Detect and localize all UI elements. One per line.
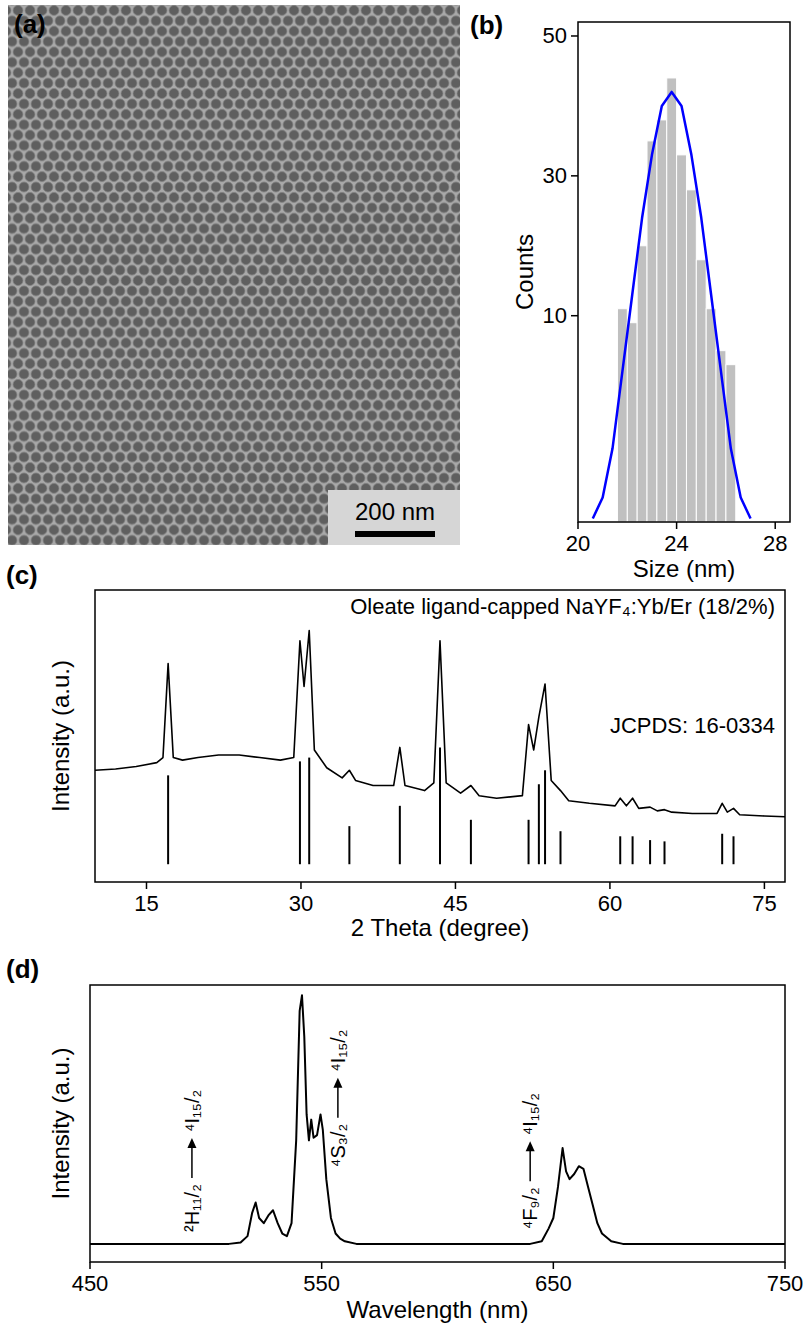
- x-tick-label: 60: [598, 891, 622, 916]
- x-tick-label: 30: [289, 891, 313, 916]
- transition-from: ⁴S₃/₂: [327, 1124, 349, 1167]
- x-axis-title: Wavelength (nm): [347, 1296, 529, 1323]
- transition-arrow: [529, 1149, 531, 1181]
- x-tick: [300, 882, 302, 889]
- panel-label: (c): [6, 560, 38, 590]
- histogram-bar: [706, 309, 716, 522]
- y-axis-title: Intensity (a.u.): [47, 660, 74, 812]
- reference-stick: [308, 758, 310, 865]
- transition-arrow: [191, 1146, 193, 1178]
- x-tick: [89, 1262, 91, 1269]
- y-tick-label: 10: [543, 303, 567, 328]
- scale-bar-label: 200 nm: [355, 498, 435, 525]
- histogram-bar: [667, 78, 677, 522]
- reference-stick: [299, 761, 301, 864]
- x-tick-label: 45: [443, 891, 467, 916]
- x-tick: [577, 522, 579, 529]
- reference-stick: [649, 840, 651, 864]
- transition-label: ⁴S₃/₂ ⁴I₁₅/₂: [327, 1029, 349, 1167]
- series-label: Oleate ligand-capped NaYF₄:Yb/Er (18/2%): [350, 594, 775, 619]
- reference-stick: [348, 826, 350, 864]
- reference-stick: [664, 841, 666, 864]
- x-axis-title: 2 Theta (degree): [351, 914, 529, 941]
- panel-label: (d): [6, 954, 39, 984]
- scale-bar-patch: [328, 490, 460, 545]
- reference-stick: [167, 775, 169, 864]
- figure: 200 nm (a) 20 24 28 10 30 50 Size (nm) Counts (b) 1…: [0, 0, 810, 1333]
- y-axis-title: Intensity (a.u.): [47, 1047, 74, 1199]
- transition-to: ⁴I₁₅/₂: [519, 1093, 541, 1135]
- y-tick-label: 30: [543, 163, 567, 188]
- histogram-bar: [657, 120, 667, 522]
- scale-bar: [355, 531, 435, 537]
- x-tick: [784, 1262, 786, 1269]
- panel-label: (b): [470, 10, 503, 40]
- x-tick-label: 20: [566, 531, 590, 556]
- reference-stick: [470, 820, 472, 864]
- x-tick-label: 28: [763, 531, 787, 556]
- series-line: [593, 92, 751, 519]
- transition-arrow-head: [526, 1141, 535, 1151]
- transition-label: ²H₁₁/₂ ⁴I₁₅/₂: [181, 1090, 203, 1232]
- spectrum-line: [90, 995, 785, 1244]
- transition-to: ⁴I₁₅/₂: [181, 1090, 203, 1132]
- x-tick-label: 450: [72, 1271, 109, 1296]
- x-tick: [321, 1262, 323, 1269]
- x-tick: [146, 882, 148, 889]
- histogram-bar: [637, 246, 647, 522]
- panel-label: (a): [14, 9, 46, 39]
- reference-stick: [619, 836, 621, 864]
- x-tick-label: 750: [767, 1271, 804, 1296]
- plot-frame: [578, 22, 790, 522]
- y-tick: [571, 175, 578, 177]
- histogram-bar: [627, 323, 637, 522]
- reference-stick: [559, 831, 561, 864]
- plot-area: [95, 631, 785, 865]
- transition-label: ⁴F₉/₂ ⁴I₁₅/₂: [519, 1093, 541, 1229]
- x-tick-label: 650: [535, 1271, 572, 1296]
- series-label: JCPDS: 16-0334: [610, 713, 775, 738]
- reference-stick: [528, 820, 530, 864]
- histogram-bar: [696, 260, 706, 522]
- plot-area: [90, 995, 785, 1244]
- y-tick: [571, 315, 578, 317]
- reference-stick: [439, 747, 441, 864]
- reference-stick: [721, 834, 723, 864]
- plot-area: [593, 78, 751, 522]
- x-tick: [676, 522, 678, 529]
- plot-frame: [90, 985, 785, 1262]
- reference-stick: [632, 836, 634, 864]
- x-tick-label: 550: [303, 1271, 340, 1296]
- x-axis-title: Size (nm): [633, 555, 736, 582]
- x-tick: [609, 882, 611, 889]
- histogram-bar: [677, 155, 687, 522]
- x-tick-label: 24: [664, 531, 688, 556]
- reference-stick: [733, 836, 735, 864]
- x-tick-label: 75: [752, 891, 776, 916]
- x-tick-label: 15: [134, 891, 158, 916]
- plot-frame: [95, 590, 785, 882]
- transition-arrow-head: [333, 1078, 342, 1088]
- transition-from: ⁴F₉/₂: [519, 1187, 541, 1229]
- x-tick: [774, 522, 776, 529]
- histogram-bar: [686, 190, 696, 522]
- y-axis-title: Counts: [511, 234, 538, 310]
- x-tick: [455, 882, 457, 889]
- x-tick: [553, 1262, 555, 1269]
- x-tick: [764, 882, 766, 889]
- transition-to: ⁴I₁₅/₂: [327, 1029, 349, 1071]
- histogram-bar: [647, 141, 657, 522]
- y-tick: [571, 35, 578, 37]
- transition-arrow-head: [187, 1138, 196, 1148]
- transition-arrow: [337, 1086, 339, 1118]
- reference-stick: [538, 784, 540, 864]
- tem-image: [8, 5, 460, 545]
- transition-from: ²H₁₁/₂: [181, 1184, 203, 1232]
- y-tick-label: 50: [543, 23, 567, 48]
- reference-stick: [399, 806, 401, 864]
- reference-stick: [544, 770, 546, 864]
